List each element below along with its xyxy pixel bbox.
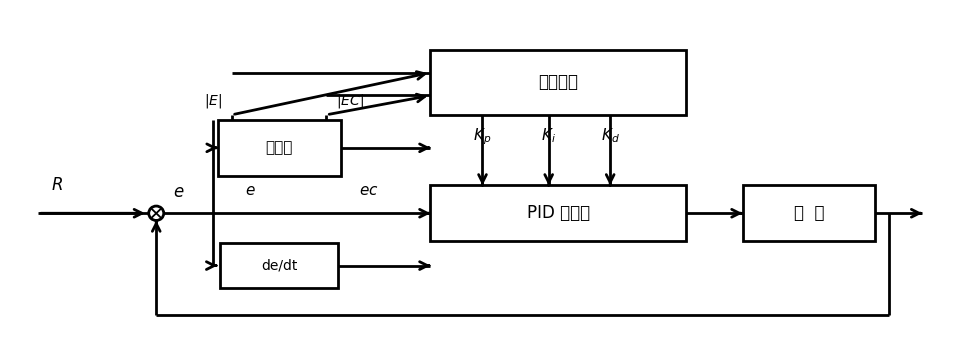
Text: $K_d$: $K_d$	[601, 126, 620, 145]
Text: $K_i$: $K_i$	[541, 126, 556, 145]
Text: $|E|$: $|E|$	[205, 92, 222, 110]
Text: $R$: $R$	[51, 176, 63, 194]
Bar	[742, 185, 875, 241]
Text: 对  象: 对 象	[793, 204, 824, 222]
Text: PID 调节器: PID 调节器	[527, 204, 590, 222]
Text: 模糊推理: 模糊推理	[538, 73, 578, 92]
Text: 模糊化: 模糊化	[265, 140, 292, 155]
Bar	[218, 120, 341, 176]
Text: $ec$: $ec$	[359, 183, 379, 198]
Text: $K_p$: $K_p$	[474, 127, 491, 147]
Text: $|EC|$: $|EC|$	[336, 92, 364, 110]
Bar	[430, 185, 686, 241]
Text: $e$: $e$	[173, 183, 184, 201]
Text: $e$: $e$	[245, 183, 256, 198]
Bar	[220, 243, 339, 288]
Text: de/dt: de/dt	[261, 259, 297, 272]
Bar	[430, 50, 686, 115]
